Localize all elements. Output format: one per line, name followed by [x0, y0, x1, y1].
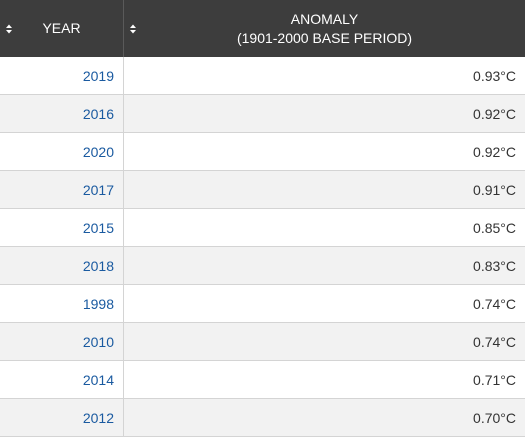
table-row: 2020 0.92°C: [0, 132, 525, 171]
table-row: 2010 0.74°C: [0, 322, 525, 361]
anomaly-value: 0.85°C: [123, 208, 525, 247]
anomaly-header-sublabel: (1901-2000 BASE PERIOD): [236, 29, 413, 46]
table-row: 2017 0.91°C: [0, 170, 525, 209]
table-body: 2019 0.93°C 2016 0.92°C 2020 0.92°C 2017 0.91°C…: [0, 57, 525, 437]
table-row: 2018 0.83°C: [0, 246, 525, 285]
sort-icon[interactable]: [130, 24, 136, 33]
year-link[interactable]: 2014: [0, 360, 124, 399]
sort-icon[interactable]: [6, 24, 12, 33]
year-link[interactable]: 2010: [0, 322, 124, 361]
anomaly-value: 0.74°C: [123, 322, 525, 361]
anomaly-value: 0.92°C: [123, 132, 525, 171]
table-row: 2019 0.93°C: [0, 57, 525, 95]
year-link[interactable]: 2017: [0, 170, 124, 209]
anomaly-header-label: ANOMALY: [290, 10, 359, 27]
anomaly-column-header[interactable]: ANOMALY (1901-2000 BASE PERIOD): [123, 0, 525, 57]
table-row: 2016 0.92°C: [0, 94, 525, 133]
anomaly-value: 0.92°C: [123, 94, 525, 133]
anomaly-value: 0.70°C: [123, 398, 525, 437]
year-column-header[interactable]: YEAR: [0, 0, 124, 57]
table-row: 2014 0.71°C: [0, 360, 525, 399]
year-link[interactable]: 1998: [0, 284, 124, 323]
year-link[interactable]: 2018: [0, 246, 124, 285]
anomaly-value: 0.71°C: [123, 360, 525, 399]
year-link[interactable]: 2016: [0, 94, 124, 133]
year-header-label: YEAR: [42, 20, 81, 36]
year-link[interactable]: 2020: [0, 132, 124, 171]
header-row: YEAR ANOMALY (1901-2000 BASE PERIOD): [0, 0, 525, 57]
year-link[interactable]: 2015: [0, 208, 124, 247]
anomaly-value: 0.93°C: [123, 57, 525, 95]
table-row: 2015 0.85°C: [0, 208, 525, 247]
table-row: 2012 0.70°C: [0, 398, 525, 437]
anomaly-value: 0.91°C: [123, 170, 525, 209]
year-link[interactable]: 2019: [0, 57, 124, 95]
anomaly-value: 0.74°C: [123, 284, 525, 323]
year-link[interactable]: 2012: [0, 398, 124, 437]
anomaly-value: 0.83°C: [123, 246, 525, 285]
table-row: 1998 0.74°C: [0, 284, 525, 323]
